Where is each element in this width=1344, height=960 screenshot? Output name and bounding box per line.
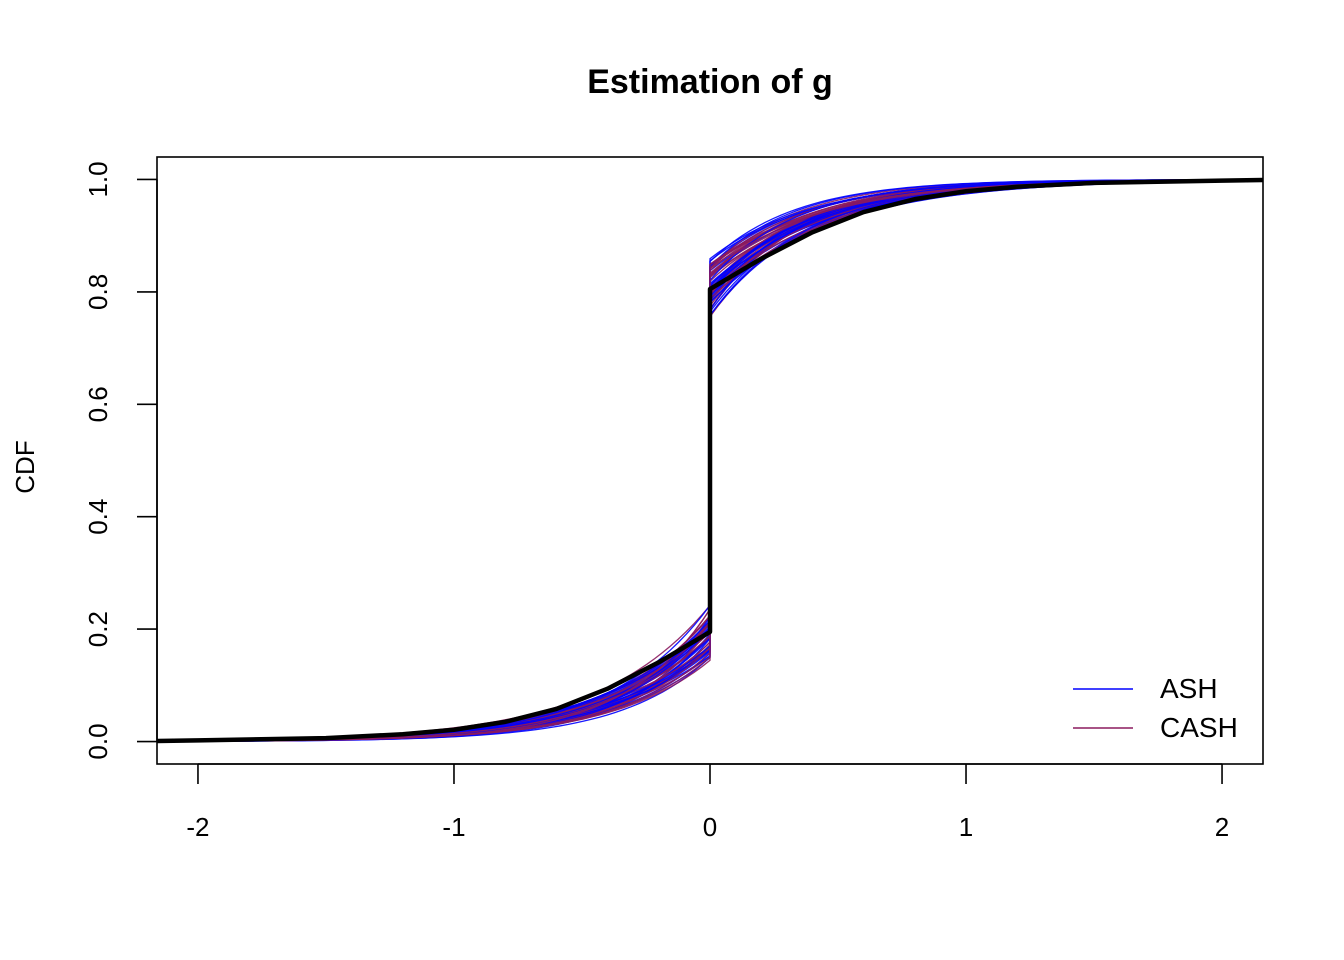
legend-label: CASH bbox=[1160, 712, 1238, 743]
legend: ASH CASH bbox=[1073, 673, 1238, 743]
x-tick-label: -1 bbox=[442, 812, 465, 842]
y-tick-label: 0.2 bbox=[83, 611, 113, 647]
y-tick-label: 1.0 bbox=[83, 161, 113, 197]
y-tick-label: 0.8 bbox=[83, 274, 113, 310]
y-tick-label: 0.4 bbox=[83, 499, 113, 535]
x-tick-label: 0 bbox=[703, 812, 717, 842]
y-tick-label: 0.0 bbox=[83, 723, 113, 759]
true-cdf-line bbox=[157, 177, 1263, 744]
chart-title: Estimation of g bbox=[587, 63, 833, 101]
y-axis-label: CDF bbox=[10, 440, 40, 493]
x-tick-label: 2 bbox=[1215, 812, 1229, 842]
y-axis: 0.0 0.2 0.4 0.6 0.8 1.0 bbox=[83, 161, 158, 760]
y-tick-label: 0.6 bbox=[83, 386, 113, 422]
x-tick-label: -2 bbox=[186, 812, 209, 842]
x-tick-label: 1 bbox=[959, 812, 973, 842]
legend-label: ASH bbox=[1160, 673, 1218, 704]
x-axis: -2 -1 0 1 2 bbox=[186, 763, 1229, 842]
true-cdf bbox=[157, 177, 1263, 744]
